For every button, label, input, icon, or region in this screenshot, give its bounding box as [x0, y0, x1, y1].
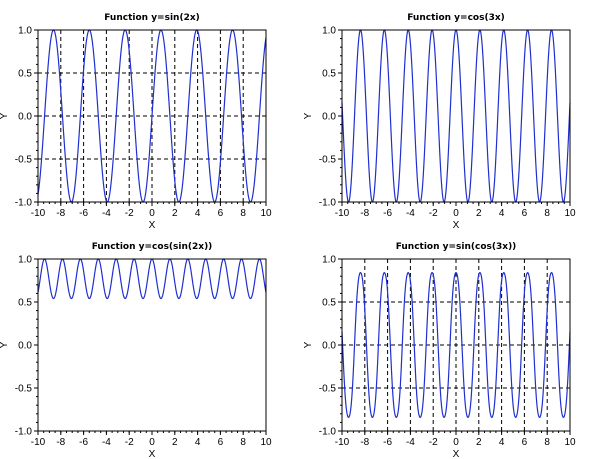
plot-frame — [341, 29, 571, 203]
x-tick-label: -10 — [31, 437, 46, 448]
x-tick-label: 8 — [240, 437, 246, 448]
x-tick-label: -4 — [102, 208, 111, 219]
y-axis-label: Y — [0, 112, 10, 119]
x-tick-label: 10 — [564, 437, 576, 448]
x-tick-label: 4 — [499, 208, 505, 219]
x-tick-label: -8 — [56, 208, 65, 219]
y-tick-label: 1.0 — [18, 255, 32, 266]
y-tick-label: -0.5 — [15, 384, 33, 395]
chart-title: Function y=cos(3x) — [407, 13, 505, 23]
y-tick-label: -1.0 — [319, 427, 337, 438]
x-tick-label: -2 — [125, 437, 134, 448]
y-tick-label: 0.0 — [18, 341, 32, 352]
x-tick-label: 4 — [195, 208, 201, 219]
chart-title: Function y=cos(sin(2x)) — [92, 242, 213, 252]
y-tick-label: 0.5 — [322, 298, 336, 309]
y-tick-label: -1.0 — [15, 198, 33, 209]
x-tick-label: -6 — [79, 208, 88, 219]
x-tick-label: 6 — [218, 208, 224, 219]
x-tick-label: 6 — [218, 437, 224, 448]
x-tick-label: -8 — [360, 208, 369, 219]
x-tick-label: 10 — [260, 437, 272, 448]
x-tick-label: -6 — [383, 208, 392, 219]
chart-title: Function y=sin(cos(3x)) — [396, 242, 517, 252]
y-tick-label: 0.0 — [322, 112, 336, 123]
x-tick-label: 2 — [172, 437, 178, 448]
x-axis-label: X — [149, 220, 156, 231]
x-tick-label: 0 — [453, 437, 459, 448]
x-tick-label: 10 — [260, 208, 272, 219]
y-tick-label: 0.0 — [322, 341, 336, 352]
y-tick-label: -0.5 — [15, 155, 33, 166]
x-tick-label: -2 — [429, 208, 438, 219]
x-tick-label: -6 — [79, 437, 88, 448]
y-tick-label: 0.5 — [18, 69, 32, 80]
x-tick-label: 6 — [522, 437, 528, 448]
x-tick-label: 0 — [149, 208, 155, 219]
chart-panel-2: Function y=cos(3x) -10 -8 -6 -4 -2 0 2 4 6 8 10 -1.0… — [303, 13, 576, 231]
x-axis-label: X — [453, 449, 460, 459]
y-tick-label: -1.0 — [319, 198, 337, 209]
y-tick-label: 1.0 — [322, 26, 336, 37]
x-tick-label: 4 — [195, 437, 201, 448]
x-tick-label: -4 — [102, 437, 111, 448]
x-tick-label: 6 — [522, 208, 528, 219]
y-tick-label: 1.0 — [322, 255, 336, 266]
x-tick-label: -10 — [31, 208, 46, 219]
series-line — [37, 258, 267, 300]
x-tick-label: 2 — [476, 208, 482, 219]
x-tick-label: 8 — [544, 208, 550, 219]
x-axis-label: X — [453, 220, 460, 231]
chart-panel-4: Function y=sin(cos(3x)) -10 -8 -6 -4 -2 0 2 4 6 8 1… — [303, 242, 576, 459]
x-axis-label: X — [149, 449, 156, 459]
y-axis-label: Y — [303, 112, 314, 119]
x-tick-label: -2 — [125, 208, 134, 219]
x-tick-label: 8 — [240, 208, 246, 219]
x-tick-label: 2 — [476, 437, 482, 448]
y-tick-label: 0.5 — [322, 69, 336, 80]
y-axis-label: Y — [0, 341, 10, 348]
x-tick-label: -4 — [406, 437, 415, 448]
x-tick-label: -8 — [56, 437, 65, 448]
y-tick-label: 0.0 — [18, 112, 32, 123]
chart-title: Function y=sin(2x) — [104, 13, 200, 23]
x-tick-label: -10 — [335, 437, 350, 448]
series-line — [37, 29, 267, 203]
x-tick-label: -10 — [335, 208, 350, 219]
x-tick-label: -8 — [360, 437, 369, 448]
y-tick-label: 1.0 — [18, 26, 32, 37]
series-line — [341, 29, 571, 203]
y-tick-label: -0.5 — [319, 384, 337, 395]
y-tick-label: 0.5 — [18, 298, 32, 309]
x-tick-label: 2 — [172, 208, 178, 219]
chart-panel-1: Function y=sin(2x) -10 -8 -6 -4 -2 0 2 4 6 8 10 -1.0… — [0, 13, 272, 231]
x-tick-label: 0 — [453, 208, 459, 219]
y-tick-label: -1.0 — [15, 427, 33, 438]
x-tick-label: 0 — [149, 437, 155, 448]
x-tick-label: 4 — [499, 437, 505, 448]
chart-panel-3: Function y=cos(sin(2x)) -10 -8 -6 -4 -2 0 2 4 6 8 1… — [0, 242, 272, 459]
plot-frame — [37, 258, 267, 432]
y-tick-label: -0.5 — [319, 155, 337, 166]
x-tick-label: -4 — [406, 208, 415, 219]
x-tick-label: 8 — [544, 437, 550, 448]
x-tick-label: -2 — [429, 437, 438, 448]
x-tick-label: -6 — [383, 437, 392, 448]
series-line — [341, 271, 571, 419]
x-tick-label: 10 — [564, 208, 576, 219]
y-axis-label: Y — [303, 341, 314, 348]
